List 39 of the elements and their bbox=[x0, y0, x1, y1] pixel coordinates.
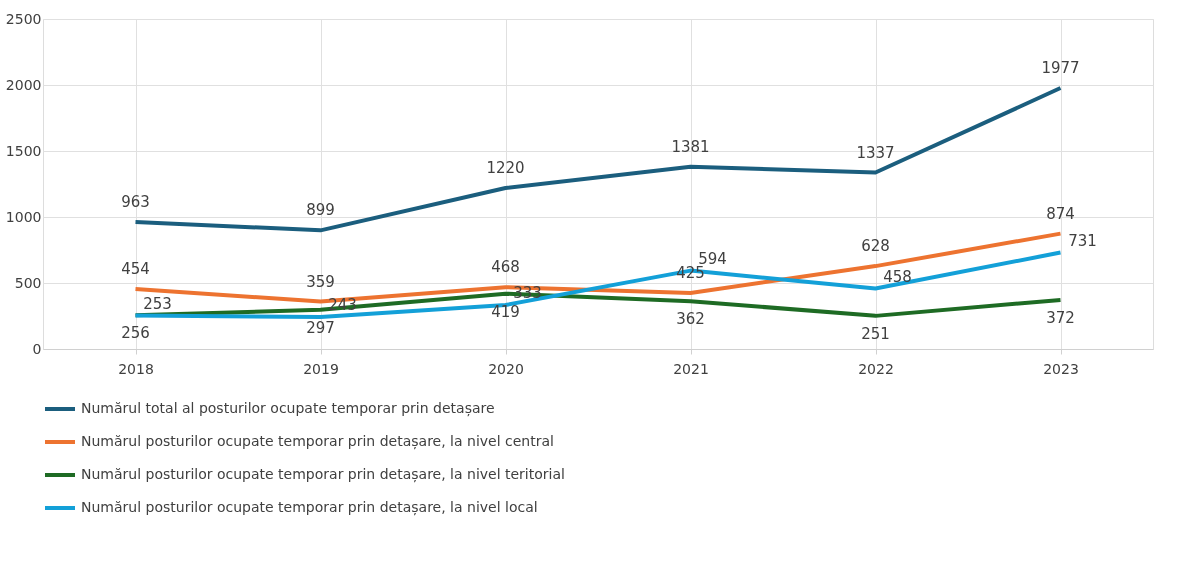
x-tick-label: 2023 bbox=[1043, 360, 1079, 377]
data-label: 243 bbox=[328, 295, 357, 314]
x-tick-label: 2022 bbox=[858, 360, 894, 377]
data-label: 1977 bbox=[1041, 59, 1080, 78]
data-label: 1220 bbox=[486, 158, 525, 177]
data-label: 1381 bbox=[671, 137, 710, 156]
legend-label: Numărul posturilor ocupate temporar prin detașare, la nivel central bbox=[81, 433, 554, 450]
legend-label: Numărul posturilor ocupate temporar prin detașare, la nivel local bbox=[81, 499, 538, 516]
data-label: 419 bbox=[491, 302, 520, 321]
data-label: 251 bbox=[861, 324, 890, 343]
data-label: 468 bbox=[491, 258, 520, 277]
x-tick-label: 2020 bbox=[488, 360, 524, 377]
data-label: 874 bbox=[1046, 204, 1075, 223]
x-tick-label: 2019 bbox=[303, 360, 339, 377]
data-label: 256 bbox=[121, 324, 150, 343]
data-label: 963 bbox=[121, 192, 150, 211]
legend-label: Numărul total al posturilor ocupate temporar prin detașare bbox=[81, 400, 495, 417]
y-tick-label: 0 bbox=[32, 340, 42, 357]
data-label: 297 bbox=[306, 318, 335, 337]
data-label: 458 bbox=[883, 267, 912, 286]
data-label: 899 bbox=[306, 201, 335, 220]
data-label: 253 bbox=[143, 294, 172, 313]
y-tick-label: 500 bbox=[14, 274, 42, 291]
data-label: 372 bbox=[1046, 308, 1075, 327]
x-tick-label: 2018 bbox=[118, 360, 154, 377]
data-label: 333 bbox=[513, 284, 542, 303]
data-label: 628 bbox=[861, 237, 890, 256]
data-label: 425 bbox=[676, 263, 705, 282]
data-label: 362 bbox=[676, 310, 705, 329]
legend-label: Numărul posturilor ocupate temporar prin detașare, la nivel teritorial bbox=[81, 466, 565, 483]
y-tick-label: 1000 bbox=[5, 208, 42, 225]
y-tick-label: 2000 bbox=[5, 76, 42, 93]
data-label: 1337 bbox=[856, 143, 895, 162]
data-label: 359 bbox=[306, 272, 335, 291]
data-label: 454 bbox=[121, 260, 150, 279]
y-tick-label: 2500 bbox=[5, 10, 42, 27]
y-tick-label: 1500 bbox=[5, 142, 42, 159]
x-tick-label: 2021 bbox=[673, 360, 709, 377]
data-label: 731 bbox=[1068, 231, 1097, 250]
